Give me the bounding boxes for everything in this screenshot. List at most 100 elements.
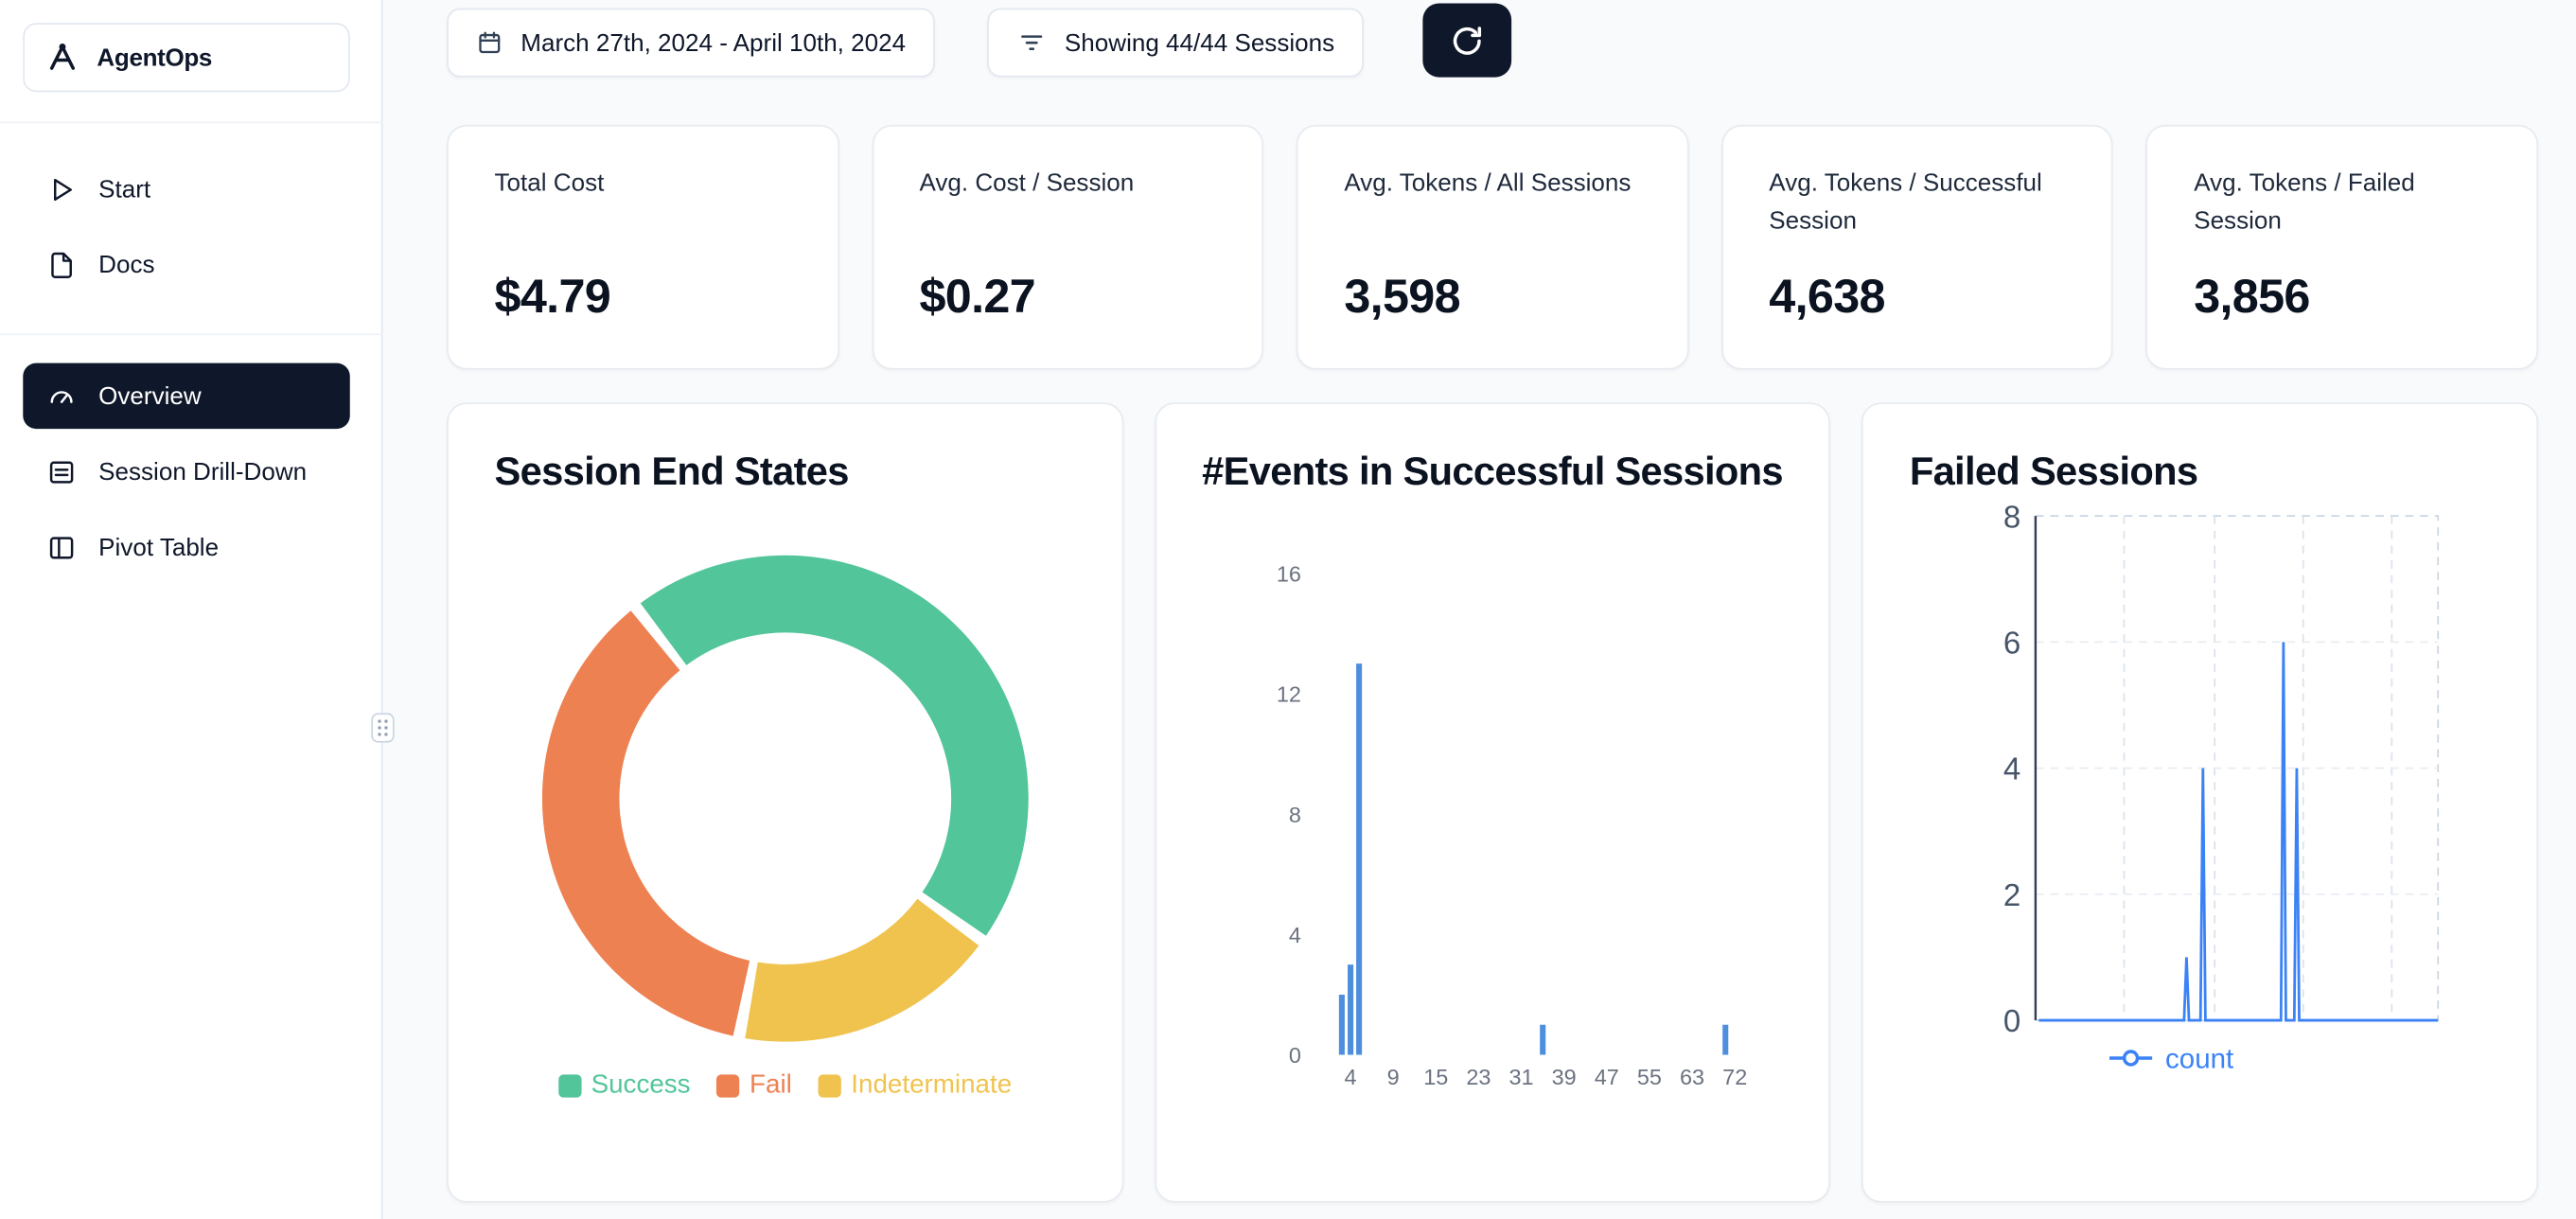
x-axis-tick-label: 55 [1636, 1065, 1661, 1089]
sidebar-resize-handle[interactable] [371, 713, 395, 743]
legend-swatch [716, 1074, 740, 1098]
donut-slice-fail[interactable] [541, 610, 750, 1036]
logo[interactable]: AgentOps [23, 23, 350, 93]
legend-dot-marker [2123, 1050, 2140, 1067]
x-axis-tick-label: 31 [1509, 1065, 1533, 1089]
stat-card-avg-tokens-failed: Avg. Tokens / Failed Session 3,856 [2145, 124, 2539, 370]
donut-chart [541, 555, 1029, 1042]
chart-title: Failed Sessions [1909, 450, 2198, 495]
legend-label: Fail [750, 1071, 792, 1100]
legend-item-success[interactable]: Success [557, 1071, 691, 1101]
x-axis-tick-label: 72 [1722, 1065, 1747, 1089]
bar[interactable] [1347, 964, 1353, 1055]
stat-label: Avg. Tokens / Successful Session [1769, 168, 2042, 235]
donut-slice-success[interactable] [640, 555, 1029, 936]
x-axis-tick-label: 47 [1594, 1065, 1618, 1089]
bar[interactable] [1338, 994, 1345, 1055]
sidebar-item-label: Pivot Table [98, 533, 220, 561]
x-axis-tick-label: 4 [1344, 1065, 1356, 1089]
stat-card-avg-tokens-all: Avg. Tokens / All Sessions 3,598 [1297, 124, 1689, 370]
y-axis-tick-label: 8 [1288, 803, 1300, 827]
line-legend[interactable]: count [2109, 1043, 2234, 1074]
legend-swatch [557, 1074, 582, 1098]
session-end-states-card: Session End States Success Fail Indetermin… [447, 402, 1123, 1203]
sidebar: AgentOps Start Docs Overview [0, 0, 383, 1219]
sidebar-item-overview[interactable]: Overview [23, 362, 350, 430]
sidebar-item-label: Overview [98, 381, 202, 411]
sidebar-item-label: Start [98, 174, 151, 203]
x-axis-tick-label: 63 [1679, 1065, 1703, 1089]
sidebar-divider [0, 333, 383, 336]
y-axis-tick-label: 2 [2004, 877, 2021, 912]
y-axis-tick-label: 16 [1276, 562, 1300, 587]
sidebar-item-label: Docs [98, 250, 155, 279]
legend-item-indeterminate[interactable]: Indeterminate [818, 1071, 1013, 1101]
stat-label: Avg. Tokens / Failed Session [2194, 168, 2415, 235]
grip-dots-icon [378, 719, 388, 736]
y-axis-tick-label: 0 [2004, 1003, 2021, 1038]
stat-value: 3,856 [2194, 271, 2310, 324]
play-icon [53, 178, 72, 201]
stat-card-avg-cost-session: Avg. Cost / Session $0.27 [872, 124, 1264, 370]
filter-icon [1021, 35, 1043, 50]
bar[interactable] [1721, 1024, 1728, 1055]
charts-row: Session End States Success Fail Indetermin… [447, 402, 2539, 1203]
x-axis-tick-label: 9 [1386, 1065, 1399, 1089]
sidebar-item-session-drill-down[interactable]: Session Drill-Down [23, 439, 349, 504]
legend-swatch [818, 1074, 841, 1098]
y-axis-tick-label: 8 [2004, 503, 2021, 534]
events-bar-chart: 0 4 8 12 16 4 9 15 23 31 39 47 55 63 72 [1276, 562, 1747, 1089]
count-line[interactable] [2038, 642, 2439, 1022]
list-rows-icon [49, 460, 74, 483]
logo-text: AgentOps [97, 44, 213, 72]
gauge-icon [50, 390, 73, 403]
sidebar-item-pivot-table[interactable]: Pivot Table [23, 514, 349, 579]
stat-value: $0.27 [919, 271, 1035, 324]
stat-card-avg-tokens-successful: Avg. Tokens / Successful Session 4,638 [1720, 124, 2114, 370]
events-in-successful-sessions-card: #Events in Successful Sessions 0 4 8 12 16 4 9… [1154, 402, 1831, 1203]
bar[interactable] [1355, 663, 1362, 1055]
x-axis-tick-label: 23 [1466, 1065, 1491, 1089]
sidebar-item-start[interactable]: Start [23, 156, 349, 221]
donut-slice-indeterminate[interactable] [744, 898, 979, 1042]
chart-title: #Events in Successful Sessions [1202, 450, 1783, 495]
stat-card-total-cost: Total Cost $4.79 [447, 124, 839, 370]
failed-sessions-card: Failed Sessions 0 2 4 6 8 count [1861, 402, 2539, 1203]
bar[interactable] [1539, 1024, 1545, 1055]
sessions-filter-button[interactable]: Showing 44/44 Sessions [987, 8, 1365, 78]
y-axis-tick-label: 4 [2004, 751, 2021, 786]
x-axis-tick-label: 15 [1423, 1065, 1448, 1089]
y-axis-tick-label: 12 [1276, 682, 1300, 707]
refresh-button[interactable] [1422, 3, 1512, 78]
stat-value: 4,638 [1769, 271, 1885, 324]
date-range-button[interactable]: March 27th, 2024 - April 10th, 2024 [447, 8, 936, 78]
document-icon [51, 251, 72, 278]
failed-sessions-line-chart: 0 2 4 6 8 count [2004, 503, 2440, 1074]
sidebar-item-label: Session Drill-Down [98, 457, 308, 486]
sessions-filter-label: Showing 44/44 Sessions [1064, 28, 1335, 57]
date-range-label: March 27th, 2024 - April 10th, 2024 [520, 28, 907, 57]
legend-label: count [2166, 1043, 2234, 1074]
agentops-logo-icon [49, 44, 75, 70]
legend-item-fail[interactable]: Fail [716, 1071, 792, 1101]
x-axis-tick-label: 39 [1551, 1065, 1576, 1089]
main-content: March 27th, 2024 - April 10th, 2024 Show… [384, 0, 2576, 1219]
calendar-icon [479, 31, 501, 54]
legend-label: Indeterminate [851, 1071, 1013, 1100]
stat-value: $4.79 [494, 271, 611, 324]
sidebar-item-docs[interactable]: Docs [23, 232, 349, 297]
y-axis-tick-label: 0 [1288, 1043, 1300, 1068]
stat-label: Avg. Cost / Session [919, 168, 1135, 198]
stats-row: Total Cost $4.79 Avg. Cost / Session $0.… [447, 124, 2539, 370]
y-axis-tick-label: 4 [1288, 923, 1300, 947]
stat-label: Total Cost [494, 168, 605, 198]
refresh-icon [1453, 26, 1482, 54]
donut-legend: Success Fail Indeterminate [449, 1071, 1121, 1101]
chart-title: Session End States [494, 450, 850, 495]
legend-label: Success [591, 1071, 691, 1100]
columns-icon [49, 536, 74, 558]
stat-value: 3,598 [1344, 271, 1460, 324]
sidebar-divider [0, 121, 383, 124]
stat-label: Avg. Tokens / All Sessions [1344, 168, 1632, 198]
